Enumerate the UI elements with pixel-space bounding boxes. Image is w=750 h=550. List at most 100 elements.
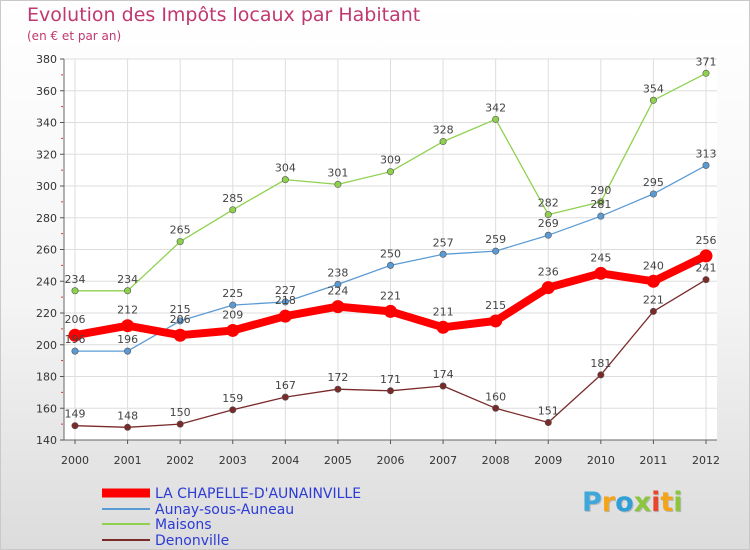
y-tick-label: 160: [36, 402, 57, 415]
data-label: 150: [170, 406, 191, 419]
logo-letter: o: [615, 487, 634, 518]
data-label: 211: [433, 305, 454, 318]
data-point: [278, 309, 292, 323]
data-point: [226, 323, 240, 337]
data-point: [439, 138, 447, 146]
data-point: [334, 280, 342, 288]
data-point: [699, 249, 713, 263]
proxiti-logo: Proxiti: [582, 487, 683, 518]
data-label: 196: [117, 333, 138, 346]
data-point: [386, 387, 394, 395]
data-point: [121, 319, 135, 333]
data-label: 304: [275, 162, 296, 175]
y-tick-label: 140: [36, 434, 57, 447]
data-point: [544, 231, 552, 239]
data-label: 282: [538, 197, 559, 210]
data-label: 301: [327, 166, 348, 179]
data-label: 221: [643, 293, 664, 306]
data-point: [386, 261, 394, 269]
data-point: [439, 250, 447, 258]
data-point: [597, 198, 605, 206]
data-point: [702, 161, 710, 169]
y-tick-label: 380: [36, 53, 57, 66]
data-point: [702, 276, 710, 284]
data-label: 250: [380, 247, 401, 260]
data-point: [702, 69, 710, 77]
y-tick-label: 280: [36, 212, 57, 225]
y-tick-label: 300: [36, 180, 57, 193]
y-tick-label: 180: [36, 371, 57, 384]
data-label: 174: [433, 368, 454, 381]
logo-letter: x: [633, 487, 652, 518]
data-point: [71, 287, 79, 295]
data-point: [649, 190, 657, 198]
y-tick-label: 260: [36, 244, 57, 257]
data-label: 218: [275, 294, 296, 307]
data-label: 257: [433, 236, 454, 249]
x-tick-label: 2003: [219, 454, 247, 467]
data-label: 342: [485, 101, 506, 114]
data-label: 269: [538, 217, 559, 230]
data-point: [541, 281, 555, 295]
data-point: [492, 247, 500, 255]
data-label: 256: [696, 234, 717, 247]
data-point: [334, 385, 342, 393]
data-label: 281: [590, 198, 611, 211]
data-point: [176, 238, 184, 246]
data-label: 234: [65, 273, 86, 286]
data-point: [331, 300, 345, 314]
legend-label: Maisons: [155, 517, 212, 533]
data-label: 209: [222, 308, 243, 321]
data-point: [646, 274, 660, 288]
data-point: [386, 168, 394, 176]
data-label: 172: [327, 371, 348, 384]
data-point: [492, 404, 500, 412]
data-label: 148: [117, 409, 138, 422]
logo-letter: P: [582, 487, 602, 518]
logo-letter: r: [601, 487, 616, 518]
x-tick-label: 2007: [429, 454, 457, 467]
data-label: 227: [275, 284, 296, 297]
chart-subtitle: (en € et par an): [27, 29, 122, 43]
data-label: 159: [222, 392, 243, 405]
logo-letter: t: [660, 487, 674, 518]
data-label: 215: [485, 299, 506, 312]
data-point: [492, 115, 500, 123]
data-label: 151: [538, 405, 559, 418]
data-point: [71, 422, 79, 430]
chart-title: Evolution des Impôts locaux par Habitant: [27, 4, 421, 26]
x-tick-label: 2009: [534, 454, 562, 467]
data-point: [281, 176, 289, 184]
legend-label: Aunay-sous-Auneau: [155, 502, 294, 518]
data-label: 236: [538, 266, 559, 279]
x-tick-label: 2004: [271, 454, 299, 467]
x-tick-label: 2012: [692, 454, 720, 467]
legend-label: LA CHAPELLE-D'AUNAINVILLE: [155, 486, 361, 502]
data-label: 328: [433, 124, 454, 137]
data-point: [544, 211, 552, 219]
data-point: [229, 301, 237, 309]
data-label: 196: [65, 333, 86, 346]
data-point: [384, 304, 397, 318]
data-label: 225: [222, 287, 243, 300]
data-point: [281, 393, 289, 401]
x-tick-label: 2010: [587, 454, 615, 467]
data-point: [229, 206, 237, 214]
x-tick-label: 2005: [324, 454, 352, 467]
data-point: [597, 371, 605, 379]
data-label: 259: [485, 233, 506, 246]
data-label: 265: [170, 224, 191, 237]
data-point: [597, 212, 605, 220]
data-label: 212: [117, 304, 138, 317]
data-point: [229, 406, 237, 414]
legend: LA CHAPELLE-D'AUNAINVILLEAunay-sous-Aune…: [102, 486, 361, 549]
data-label: 234: [117, 273, 138, 286]
data-label: 171: [380, 373, 401, 386]
data-label: 206: [65, 313, 86, 326]
data-point: [176, 420, 184, 428]
data-point: [544, 419, 552, 427]
y-tick-label: 320: [36, 148, 57, 161]
data-label: 215: [170, 303, 191, 316]
data-point: [281, 298, 289, 306]
